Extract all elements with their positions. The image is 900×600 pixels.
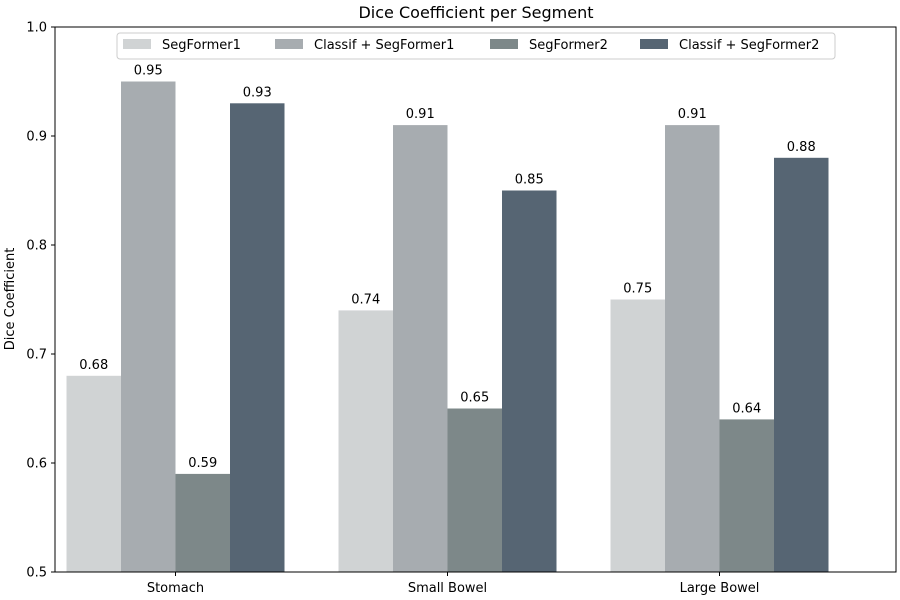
y-tick-label: 0.5: [26, 566, 47, 581]
bar-4-3: [774, 157, 829, 573]
y-tick-label: 0.6: [26, 457, 47, 472]
legend: SegFormer1 Classif + SegFormer1 SegFormer2…: [116, 32, 836, 60]
legend-swatch: [490, 39, 518, 49]
data-label: 0.91: [406, 107, 435, 122]
data-label: 0.91: [678, 107, 707, 122]
bar-1-1: [66, 375, 121, 572]
legend-label: SegFormer1: [162, 38, 241, 53]
data-label: 0.85: [515, 173, 544, 188]
data-label: 0.75: [623, 282, 652, 297]
bar-4-2: [502, 190, 557, 572]
bar-3-3: [719, 419, 774, 572]
legend-swatch: [640, 39, 668, 49]
legend-label: SegFormer2: [529, 38, 608, 53]
x-tick-label: Small Bowel: [408, 581, 487, 596]
bar-3-2: [447, 408, 502, 572]
bar-4-1: [230, 103, 285, 573]
bar-2-2: [393, 125, 448, 572]
y-tick-label: 1.0: [26, 21, 47, 36]
y-axis-label: Dice Coefficient: [3, 248, 18, 351]
y-axis: 0.5 0.6 0.7 0.8 0.9 1.0: [26, 21, 55, 581]
data-label: 0.95: [134, 64, 163, 79]
bar-3-1: [175, 473, 230, 572]
y-tick-label: 0.8: [26, 239, 47, 254]
bar-1-2: [338, 310, 393, 572]
x-tick-label: Large Bowel: [680, 581, 760, 596]
bar-1-3: [610, 299, 665, 572]
bar-2-3: [665, 125, 720, 572]
data-label: 0.68: [79, 358, 108, 373]
data-label: 0.93: [243, 85, 272, 100]
legend-swatch: [123, 39, 151, 49]
plot-frame: [54, 26, 897, 573]
legend-label: Classif + SegFormer2: [679, 38, 819, 53]
data-labels-group: 0.68 0.74 0.75 0.95 0.91 0.91 0.59 0.65 0.64 0.93…: [79, 64, 815, 471]
bar-2-1: [121, 81, 176, 572]
x-axis: Stomach Small Bowel Large Bowel: [147, 572, 760, 596]
x-tick-label: Stomach: [147, 581, 204, 596]
data-label: 0.64: [732, 401, 761, 416]
y-tick-label: 0.9: [26, 130, 47, 145]
legend-swatch: [275, 39, 303, 49]
data-label: 0.59: [188, 456, 217, 471]
chart-title: Dice Coefficient per Segment: [358, 3, 593, 22]
legend-label: Classif + SegFormer1: [314, 38, 454, 53]
data-label: 0.65: [460, 391, 489, 406]
bars-group: [66, 81, 829, 573]
data-label: 0.88: [787, 140, 816, 155]
y-tick-label: 0.7: [26, 348, 47, 363]
data-label: 0.74: [351, 292, 380, 307]
